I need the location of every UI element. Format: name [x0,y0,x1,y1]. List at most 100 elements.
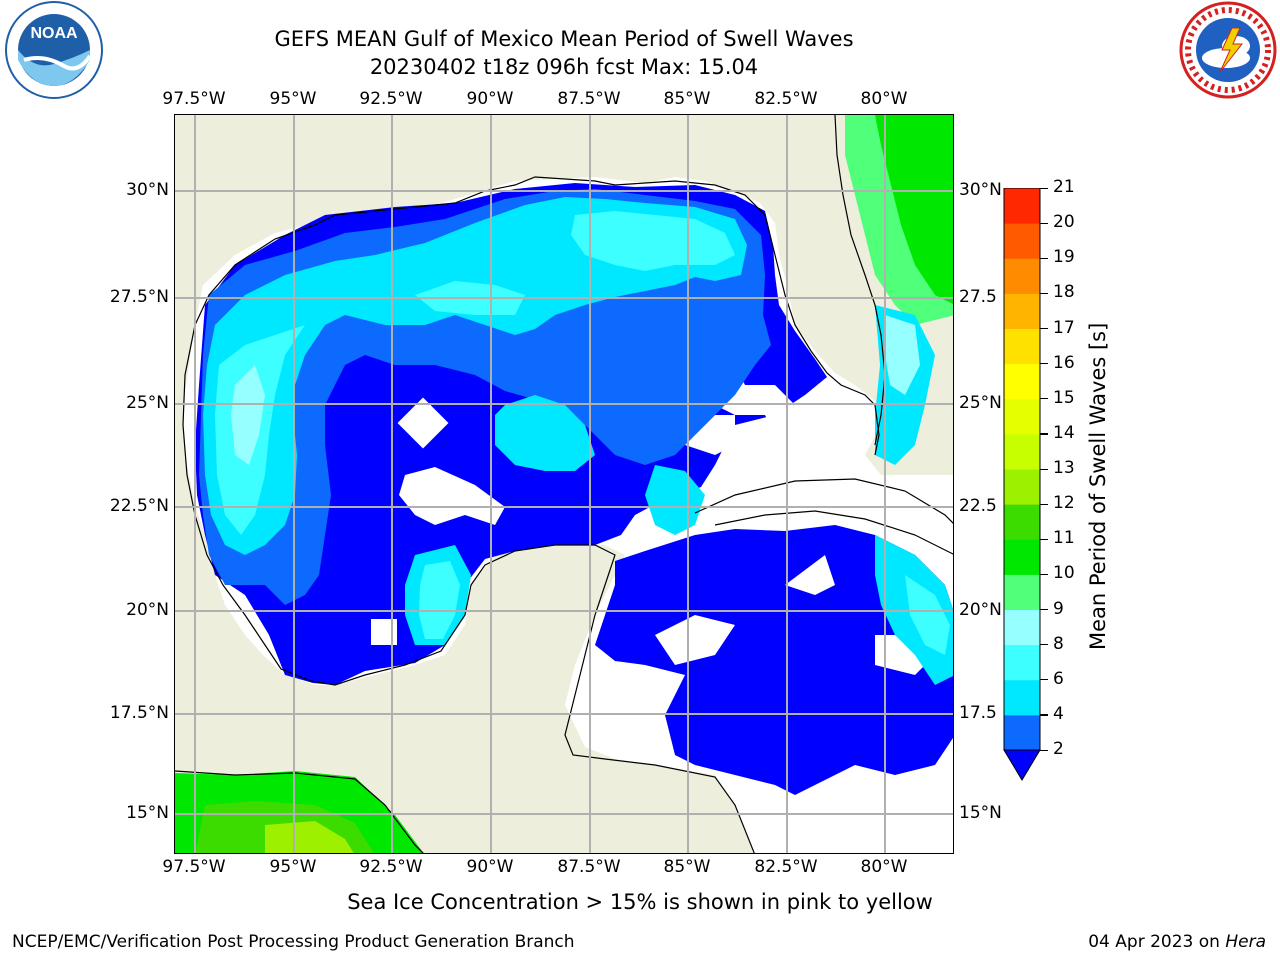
graticule [175,115,953,853]
lat-label-left: 30°N [126,180,169,200]
colorbar-tick-label: 13 [1053,458,1075,478]
colorbar-tick-label: 8 [1053,633,1064,654]
footer-date-wrap: 04 Apr 2023 on Hera [1088,932,1266,952]
lon-label-top: 95°W [269,89,317,109]
lat-label-left: 20°N [126,600,169,620]
map-title: GEFS MEAN Gulf of Mexico Mean Period of … [274,27,854,51]
coastline-central-america [175,770,424,853]
swell-band-4-6 [203,197,747,555]
colorbar-tick-label: 2 [1053,739,1064,759]
lon-label-top: 90°W [466,89,514,109]
swell-band-6-8 [419,561,460,639]
colorbar-label: Mean Period of Swell Waves [s] [1086,322,1110,650]
lon-label-top: 92.5°W [359,89,423,109]
lat-label-left: 17.5°N [109,703,169,723]
colorbar-tick-label: 14 [1053,422,1075,443]
colorbar-tick-label: 12 [1053,493,1075,514]
coastline-cuba [694,478,953,524]
colorbar-tick-label: 16 [1053,352,1075,373]
colorbar-swatch [1004,644,1040,681]
colorbar-tick-mark [1040,503,1048,505]
colorbar-swatch [1004,539,1040,575]
colorbar-under-triangle [1003,749,1041,781]
swell-band-10-11 [875,115,953,304]
lat-label-right: 30°N [959,180,1002,200]
colorbar-swatch [1004,714,1040,751]
coastline-cuba-south [714,510,953,555]
swell-band-8-9 [231,365,265,465]
no-data-patch [785,555,835,595]
lat-label-right: 22.5 [959,496,997,516]
lat-label-right: 25°N [959,393,1002,413]
colorbar-tick-label: 20 [1053,212,1075,233]
coastline-florida-east [834,115,886,446]
map-panel [174,114,954,854]
colorbar-swatch [1004,504,1040,540]
colorbar-tick-mark [1040,292,1048,295]
no-data-patch [399,467,505,525]
colorbar-tick-mark [1040,398,1048,400]
lon-label-bottom: 97.5°W [162,857,226,877]
coastline-mexico [182,324,755,853]
colorbar-tick-mark [1040,609,1048,611]
footer-machine: Hera [1225,932,1266,952]
nws-logo [1178,0,1278,100]
colorbar-tick-mark [1040,222,1048,224]
colorbar-tick-label: 11 [1053,528,1075,549]
lat-label-left: 15°N [126,803,169,823]
colorbar-swatch [1004,398,1040,435]
map-subtitle: 20230402 t18z 096h fcst Max: 15.04 [369,55,759,79]
colorbar-tick-mark [1040,749,1048,751]
colorbar-tick-label: 21 [1053,177,1075,197]
colorbar-tick-mark [1040,187,1048,189]
lat-label-right: 27.5 [959,287,997,307]
swell-period-map [175,115,953,853]
lon-label-top: 82.5°W [754,89,818,109]
colorbar-tick-label: 10 [1053,563,1075,584]
sea-ice-note: Sea Ice Concentration > 15% is shown in … [347,890,933,914]
no-data-patch [371,619,397,645]
lat-label-right: 20°N [959,600,1002,620]
lat-label-left: 27.5°N [109,287,169,307]
footer-branch: NCEP/EMC/Verification Post Processing Pr… [12,932,575,952]
noaa-logo-text: NOAA [30,25,78,42]
colorbar-tick-mark [1040,257,1048,259]
colorbar-swatches [1003,187,1041,781]
colorbar-tick-label: 15 [1053,387,1075,408]
footer-date: 04 Apr 2023 on [1088,932,1226,952]
colorbar-swatch [1004,258,1040,294]
colorbar-tick-mark [1040,433,1048,435]
colorbar-swatch [1004,363,1040,400]
colorbar-tick-label: 18 [1053,282,1075,303]
colorbar-swatch [1004,609,1040,646]
lon-label-top: 85°W [663,89,711,109]
colorbar-tick-mark [1040,573,1048,576]
colorbar-swatch [1004,469,1040,505]
coastline-us-gulf [194,176,880,456]
no-data-patch [655,615,735,665]
lat-label-right: 15°N [959,803,1002,823]
colorbar-tick-label: 17 [1053,317,1075,338]
swell-band-6-8 [571,211,735,271]
lon-label-bottom: 85°W [663,857,711,877]
colorbar-tick-label: 9 [1053,598,1064,619]
swell-band-8-9 [885,315,920,395]
lon-label-bottom: 80°W [860,857,908,877]
swell-band-4-6 [495,395,595,471]
swell-band-13-14-pacific [265,821,354,853]
lat-label-left: 22.5°N [109,496,169,516]
colorbar-tick-mark [1040,468,1048,470]
colorbar-tick-mark [1040,538,1048,540]
noaa-logo: NOAA [4,0,104,100]
colorbar-swatch [1004,574,1040,610]
lon-label-top: 97.5°W [162,89,226,109]
colorbar-tick-mark [1040,644,1048,646]
colorbar-swatch [1004,223,1040,259]
swell-band-6-8 [215,325,305,535]
no-data-patch [685,415,735,455]
swell-band-4-6 [645,465,705,535]
lon-label-top: 87.5°W [557,89,621,109]
colorbar-tick-mark [1040,328,1048,330]
lon-label-bottom: 95°W [269,857,317,877]
lon-label-bottom: 92.5°W [359,857,423,877]
